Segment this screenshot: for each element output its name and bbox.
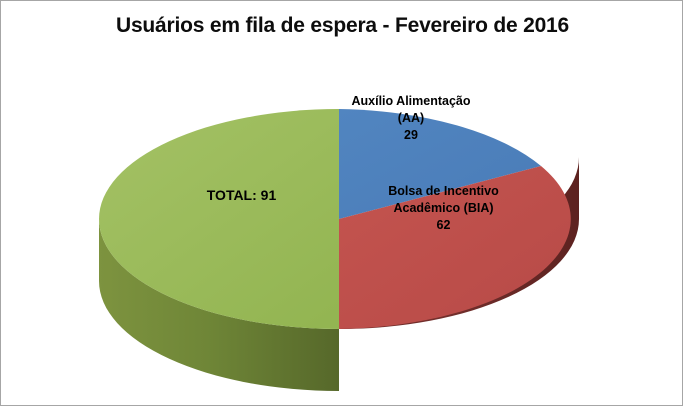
slice-label-bia-line2: Acadêmico (BIA)	[393, 201, 494, 215]
slice-label-bia-value: 62	[436, 218, 451, 232]
slice-label-bia-line1: Bolsa de Incentivo	[388, 184, 499, 198]
page-title: Usuários em fila de espera - Fevereiro d…	[115, 14, 570, 37]
slice-top-aa	[339, 109, 541, 219]
slice-side-total	[99, 219, 339, 391]
pie-top-faces	[99, 109, 571, 329]
slice-label-total: TOTAL: 91	[159, 187, 324, 204]
slice-top-total	[99, 109, 339, 329]
slice-label-aa-line1: Auxílio Alimentação	[351, 94, 471, 108]
slice-label-total-text: TOTAL: 91	[206, 187, 277, 203]
slice-label-bia: Bolsa de Incentivo Acadêmico (BIA) 62	[356, 183, 531, 234]
slice-label-aa-value: 29	[404, 128, 418, 142]
slice-label-aa: Auxílio Alimentação (AA) 29	[331, 93, 491, 144]
slice-top-bia	[339, 166, 571, 329]
slice-label-aa-line2: (AA)	[397, 111, 425, 125]
